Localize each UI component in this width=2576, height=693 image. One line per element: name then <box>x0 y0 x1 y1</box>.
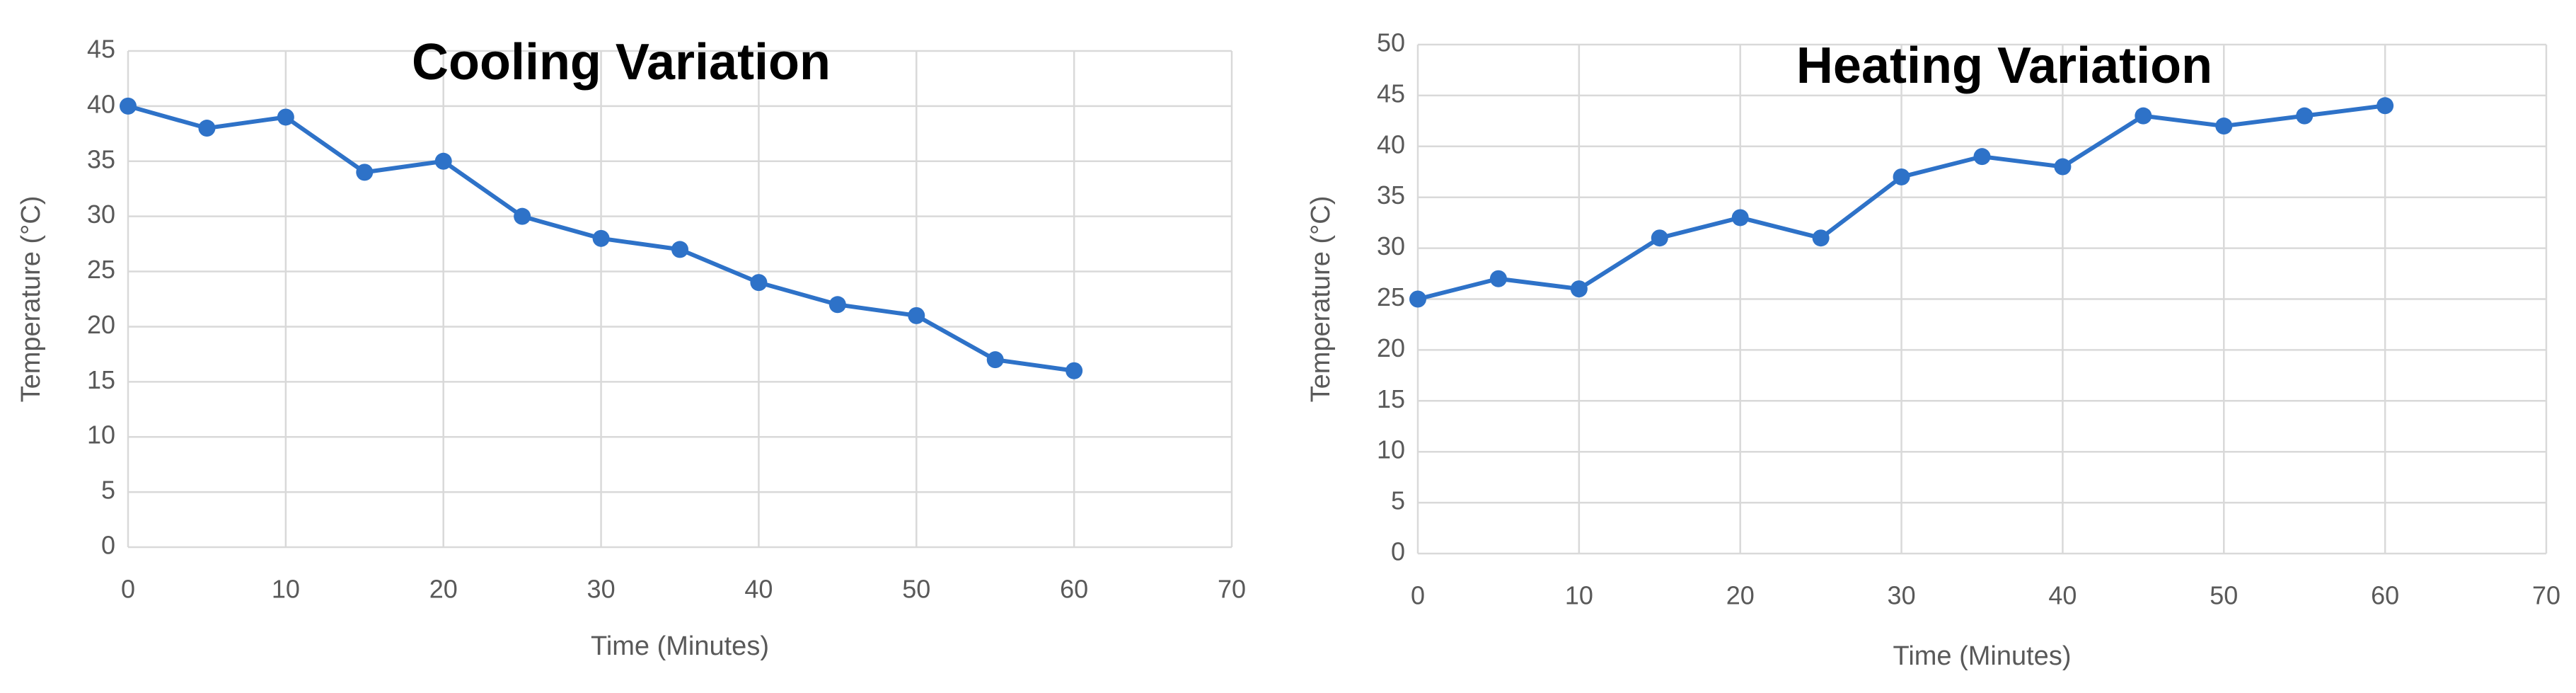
y-tick-label: 5 <box>1391 486 1405 515</box>
y-tick-label: 40 <box>87 89 115 118</box>
data-point <box>828 296 846 314</box>
chart-title: Heating Variation <box>1796 38 2212 94</box>
x-tick-label: 70 <box>2532 581 2560 610</box>
data-point <box>434 152 452 170</box>
y-tick-label: 20 <box>87 310 115 339</box>
y-tick-label: 50 <box>1377 28 1405 57</box>
data-point <box>1731 209 1749 227</box>
data-point <box>671 241 688 258</box>
data-point <box>514 207 531 225</box>
x-tick-label: 50 <box>2210 581 2238 610</box>
x-tick-label: 60 <box>2371 581 2399 610</box>
data-point <box>2376 97 2394 115</box>
y-tick-label: 45 <box>1377 79 1405 108</box>
y-tick-label: 15 <box>87 365 115 394</box>
x-tick-label: 20 <box>1726 581 1755 610</box>
y-tick-label: 10 <box>87 420 115 449</box>
y-tick-label: 10 <box>1377 435 1405 464</box>
y-tick-label: 35 <box>87 144 115 173</box>
x-tick-label: 40 <box>2048 581 2077 610</box>
x-tick-label: 20 <box>429 575 458 604</box>
y-tick-label: 20 <box>1377 333 1405 362</box>
data-point <box>2135 107 2152 125</box>
x-tick-label: 30 <box>1888 581 1916 610</box>
y-tick-label: 0 <box>1391 537 1405 566</box>
data-point <box>1065 362 1083 379</box>
data-point <box>2296 107 2314 125</box>
data-point <box>1409 290 1426 308</box>
x-axis-label: Time (Minutes) <box>591 631 769 661</box>
data-point <box>2054 158 2072 176</box>
y-axis-label: Temperature (°C) <box>16 196 46 403</box>
y-tick-label: 25 <box>87 255 115 284</box>
data-point <box>908 307 925 324</box>
data-point <box>750 274 768 292</box>
x-axis-label: Time (Minutes) <box>1893 641 2072 671</box>
x-tick-label: 0 <box>121 575 135 604</box>
x-tick-label: 60 <box>1060 575 1088 604</box>
data-point <box>1570 280 1588 298</box>
y-tick-label: 25 <box>1377 282 1405 311</box>
y-tick-label: 30 <box>87 200 115 229</box>
chart-title: Cooling Variation <box>412 34 831 91</box>
x-tick-label: 10 <box>1565 581 1593 610</box>
y-tick-label: 15 <box>1377 384 1405 413</box>
data-point <box>2215 118 2233 135</box>
x-tick-label: 10 <box>272 575 300 604</box>
data-point <box>120 97 137 115</box>
data-point <box>198 120 216 137</box>
data-point <box>1812 229 1830 247</box>
x-tick-label: 70 <box>1218 575 1246 604</box>
x-tick-label: 30 <box>587 575 616 604</box>
y-tick-label: 40 <box>1377 130 1405 159</box>
y-axis-label: Temperature (°C) <box>1306 196 1336 403</box>
x-tick-label: 40 <box>744 575 773 604</box>
data-point <box>356 164 374 181</box>
x-tick-label: 50 <box>902 575 930 604</box>
data-point <box>1973 148 1991 166</box>
y-tick-label: 45 <box>87 35 115 64</box>
data-point <box>1489 270 1507 287</box>
data-point <box>1893 168 1910 185</box>
y-tick-label: 5 <box>101 476 115 505</box>
data-point <box>277 108 294 126</box>
y-tick-label: 35 <box>1377 181 1405 210</box>
data-point <box>592 229 610 247</box>
x-tick-label: 0 <box>1411 581 1425 610</box>
y-tick-label: 0 <box>101 531 115 560</box>
y-tick-label: 30 <box>1377 231 1405 260</box>
data-point <box>1651 229 1668 247</box>
data-point <box>986 351 1004 369</box>
